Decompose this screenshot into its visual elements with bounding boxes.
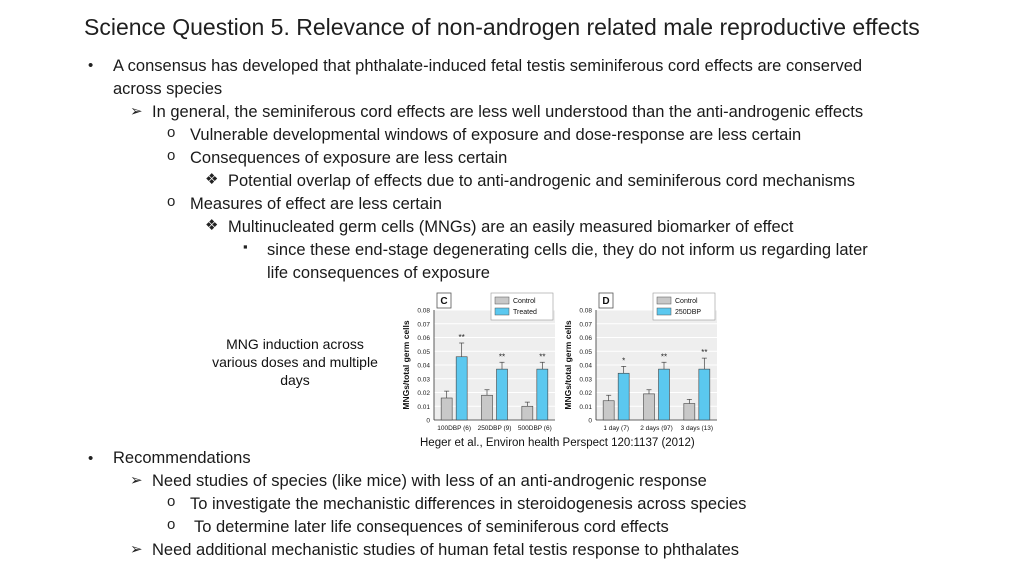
bullet-mngs: Multinucleated germ cells (MNGs) are an … — [228, 218, 794, 236]
x-tick-label: 500DBP (6) — [518, 425, 552, 432]
x-tick-label: 1 day (7) — [603, 425, 629, 432]
recommendations-heading: Recommendations — [113, 449, 251, 467]
y-tick-label: 0.07 — [579, 321, 592, 328]
figure-reference: Heger et al., Environ health Perspect 12… — [420, 437, 695, 449]
y-axis-title: MNGs/total germ cells — [563, 320, 573, 410]
bullet-overlap: Potential overlap of effects due to anti… — [228, 172, 856, 190]
circle-marker: o — [167, 193, 176, 210]
y-tick-label: 0.03 — [579, 376, 592, 383]
bullet-marker: • — [88, 57, 94, 74]
y-tick-label: 0 — [588, 418, 592, 425]
y-tick-label: 0.04 — [417, 363, 430, 370]
y-tick-label: 0.05 — [579, 349, 592, 356]
y-tick-label: 0.06 — [417, 335, 430, 342]
bullet-consequences: Consequences of exposure are less certai… — [190, 149, 508, 167]
y-tick-label: 0.08 — [417, 308, 430, 315]
panel-label-box — [436, 292, 452, 309]
legend-label: Treated — [513, 309, 537, 316]
treated-bar — [698, 368, 711, 421]
x-tick-label: 3 days (13) — [681, 425, 714, 432]
treated-bar — [496, 368, 508, 421]
circle-marker: o — [167, 516, 176, 533]
legend-label: Control — [513, 298, 536, 305]
rec-later-life: To determine later life consequences of … — [194, 518, 669, 536]
legend-swatch — [656, 296, 672, 305]
y-tick-label: 0.02 — [417, 390, 430, 397]
mng-figure: 0 0.01 0.02 0.03 0.04 0.05 0.06 0.07 0.08 MNGs/to… — [401, 292, 717, 432]
control-bar — [683, 403, 696, 421]
significance-label: ** — [499, 352, 505, 361]
panel-label: D — [602, 296, 609, 307]
bullet-end-stage-cont: life consequences of exposure — [267, 264, 490, 282]
arrow-marker: ➢ — [130, 472, 143, 489]
treated-bar — [536, 368, 549, 421]
arrow-marker: ➢ — [130, 103, 143, 120]
y-tick-label: 0.06 — [579, 335, 592, 342]
control-bar — [440, 397, 453, 421]
square-marker: ▪ — [243, 239, 248, 254]
y-tick-label: 0.02 — [579, 390, 592, 397]
y-tick-label: 0.05 — [417, 349, 430, 356]
legend-label: Control — [675, 298, 698, 305]
significance-label: ** — [459, 333, 465, 342]
arrow-marker: ➢ — [130, 541, 143, 558]
control-bar — [643, 393, 655, 421]
control-bar — [602, 400, 615, 421]
panel-label-box — [598, 292, 614, 309]
control-bar — [521, 405, 534, 421]
diamond-marker: ❖ — [205, 171, 219, 188]
figure-caption: MNG induction across various doses and m… — [212, 336, 378, 388]
rec-steroidogenesis: To investigate the mechanistic differenc… — [190, 495, 747, 513]
x-tick-label: 250DBP (9) — [478, 425, 512, 432]
control-bar — [481, 394, 493, 421]
significance-label: ** — [539, 352, 545, 361]
diamond-marker: ❖ — [205, 217, 219, 234]
y-axis-title: MNGs/total germ cells — [401, 320, 411, 410]
y-tick-label: 0.03 — [417, 376, 430, 383]
significance-label: ** — [701, 348, 707, 357]
legend-label: 250DBP — [675, 309, 701, 316]
significance-label: ** — [661, 352, 667, 361]
circle-marker: o — [167, 493, 176, 510]
bullet-end-stage: since these end-stage degenerating cells… — [267, 241, 868, 259]
treated-bar — [455, 356, 468, 421]
y-tick-label: 0.04 — [579, 363, 592, 370]
y-tick-label: 0.07 — [417, 321, 430, 328]
rec-human-fetal: Need additional mechanistic studies of h… — [152, 541, 740, 559]
circle-marker: o — [167, 124, 176, 141]
bullet-measures: Measures of effect are less certain — [190, 195, 442, 213]
bullet-marker: • — [88, 450, 94, 467]
legend-swatch — [656, 307, 672, 316]
significance-label: * — [622, 356, 625, 365]
legend-swatch — [494, 307, 510, 316]
bullet-cord-effects: In general, the seminiferous cord effect… — [152, 103, 864, 121]
y-tick-label: 0.01 — [417, 404, 430, 411]
bullet-windows: Vulnerable developmental windows of expo… — [190, 126, 802, 144]
x-tick-label: 100DBP (6) — [437, 425, 471, 432]
bullet-consensus: A consensus has developed that phthalate… — [113, 57, 863, 75]
treated-bar — [617, 372, 630, 421]
treated-bar — [658, 368, 670, 421]
y-tick-label: 0.01 — [579, 404, 592, 411]
circle-marker: o — [167, 147, 176, 164]
x-tick-label: 2 days (97) — [640, 425, 673, 432]
y-tick-label: 0.08 — [579, 308, 592, 315]
y-tick-label: 0 — [426, 418, 430, 425]
rec-species-studies: Need studies of species (like mice) with… — [152, 472, 707, 490]
panel-label: C — [440, 296, 447, 307]
bullet-consensus-cont: across species — [113, 80, 223, 98]
legend-swatch — [494, 296, 510, 305]
page-title: Science Question 5. Relevance of non-and… — [84, 14, 920, 40]
